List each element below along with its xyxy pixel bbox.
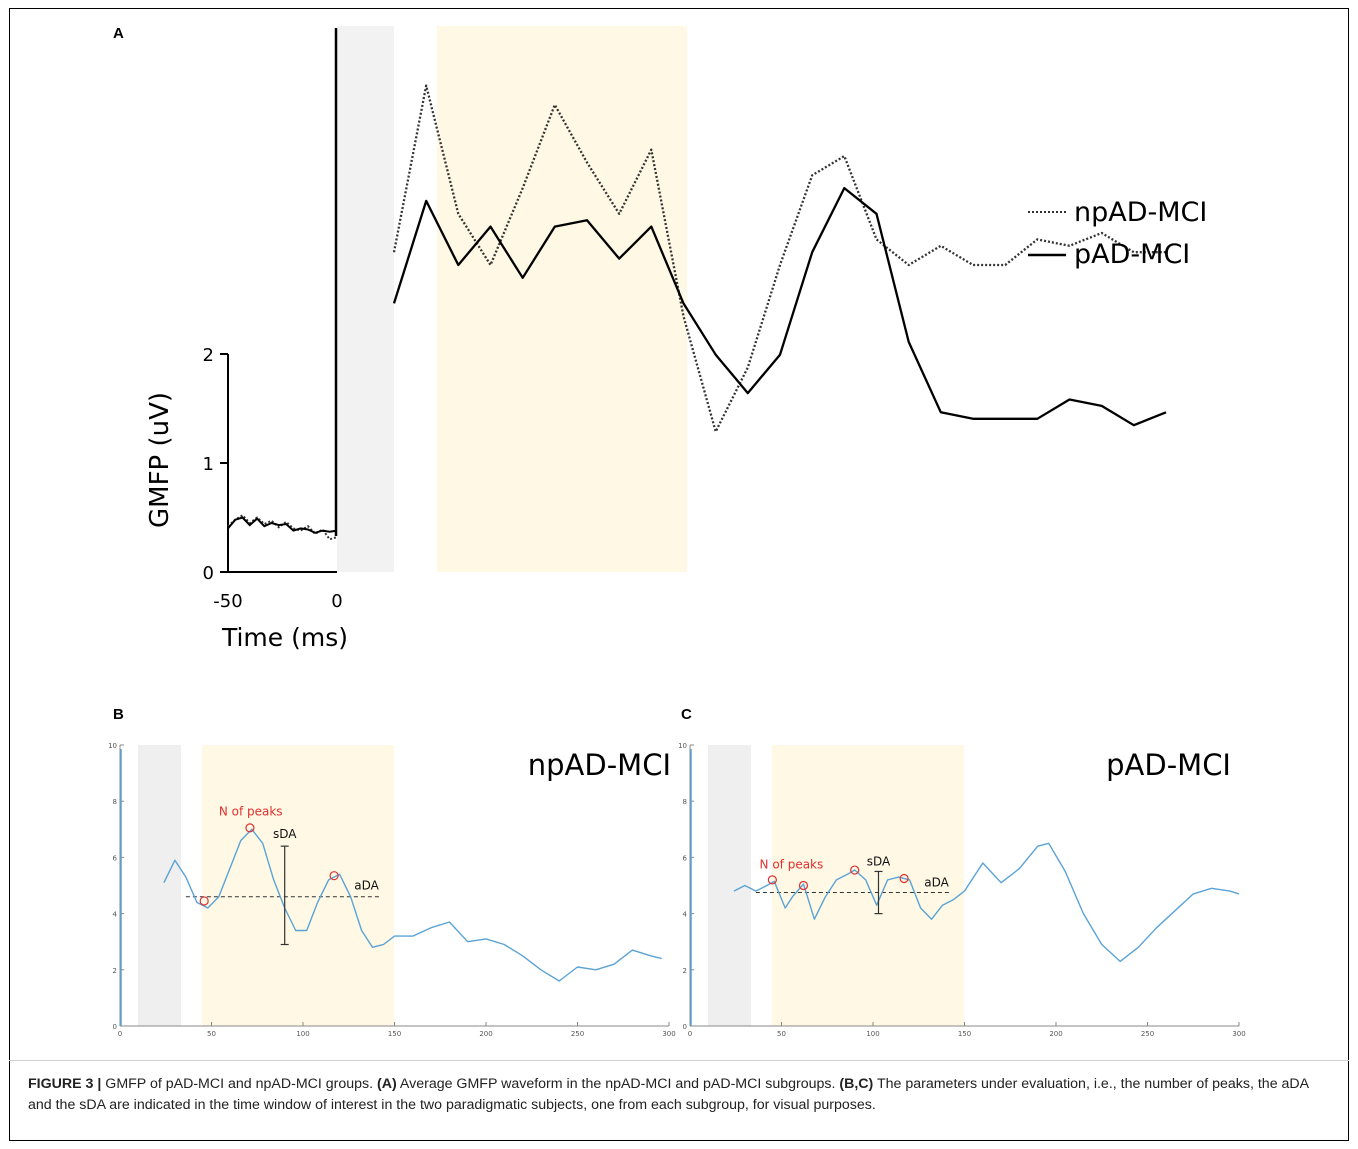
y-tick-label: 2 [203,345,214,366]
artifact-window [337,26,394,572]
y-axis-label: GMFP (uV) [145,392,175,528]
ada-label: aDA [924,876,949,890]
caption-ref-bc: (B,C) [839,1076,874,1092]
y-tick-label: 6 [683,854,688,862]
gmfp-average-chart: 0 1 2 -50 0 GMFP (uV) Time (ms) npAD-MCI pAD… [145,26,1207,652]
x-tick-label: 150 [958,1030,971,1038]
x-tick-label: 300 [662,1030,675,1038]
caption-text-1: GMFP of pAD-MCI and npAD-MCI groups. [101,1076,378,1092]
y-tick-label: 2 [683,967,687,975]
x-tick-label: 300 [1232,1030,1245,1038]
n-of-peaks-label: N of peaks [219,804,283,818]
peak-marker [199,896,209,906]
x-tick-label: 0 [688,1030,692,1038]
x-tick-label: 250 [571,1030,584,1038]
time-window-of-interest [437,26,687,572]
legend: npAD-MCI pAD-MCI [1028,197,1207,270]
y-tick-label: 0 [683,1023,687,1031]
legend-label-pad: pAD-MCI [1074,239,1190,270]
waveform-line [163,828,662,982]
y-tick-label: 8 [113,798,117,806]
caption-text-3: The parameters under evaluation, i.e., t… [28,1076,1309,1113]
legend-label-npad: npAD-MCI [1074,197,1207,228]
x-axis-label: Time (ms) [221,623,348,652]
x-tick-label: -50 [213,591,242,612]
subject-title: npAD-MCI [528,748,671,782]
x-tick-label: 100 [866,1030,879,1038]
waveform-line [733,842,1240,963]
x-tick-label: 200 [1049,1030,1062,1038]
x-tick-label: 50 [207,1030,216,1038]
figure-frame [9,8,1349,1141]
series-pad-baseline-line [227,516,338,534]
n-of-peaks-label: N of peaks [760,858,824,872]
panel-label-c: C [681,706,692,723]
time-window-of-interest [202,745,394,1026]
caption-figure-label: FIGURE 3 | [28,1076,102,1092]
y-tick-label: 0 [203,563,214,584]
series-npad-line [392,84,1166,433]
y-tick-label: 1 [203,454,214,475]
caption-separator [9,1060,1349,1061]
y-tick-label: 6 [113,854,118,862]
y-tick-label: 8 [683,798,687,806]
x-tick-label: 250 [1141,1030,1154,1038]
peak-marker [798,880,809,891]
y-tick-label: 2 [113,967,117,975]
x-tick-label: 50 [777,1030,786,1038]
x-tick-label: 150 [388,1030,401,1038]
sda-label: sDA [273,827,297,841]
y-tick-label: 0 [113,1023,117,1031]
peak-marker [245,823,255,833]
x-tick-label: 0 [331,591,342,612]
y-tick-label: 10 [108,742,117,750]
y-tick-label: 10 [678,742,687,750]
series-pad-line [392,186,1167,427]
x-tick-label: 200 [479,1030,492,1038]
peak-marker [767,875,777,885]
x-tick-label: 100 [296,1030,309,1038]
subject-title: pAD-MCI [1106,748,1231,782]
artifact-window [138,745,181,1026]
peak-marker [899,873,909,884]
y-tick-label: 4 [113,911,118,919]
y-tick-label: 4 [683,911,688,919]
figure-caption: FIGURE 3 | GMFP of pAD-MCI and npAD-MCI … [28,1074,1328,1116]
caption-ref-a: (A) [377,1076,397,1092]
sda-label: sDA [867,854,891,868]
peak-marker [329,871,339,881]
ada-label: aDA [354,879,379,893]
panel-label-a: A [113,25,124,42]
panel-label-b: B [113,706,124,723]
peak-marker [850,865,860,875]
x-tick-label: 0 [118,1030,122,1038]
caption-text-2: Average GMFP waveform in the npAD-MCI an… [396,1076,840,1092]
